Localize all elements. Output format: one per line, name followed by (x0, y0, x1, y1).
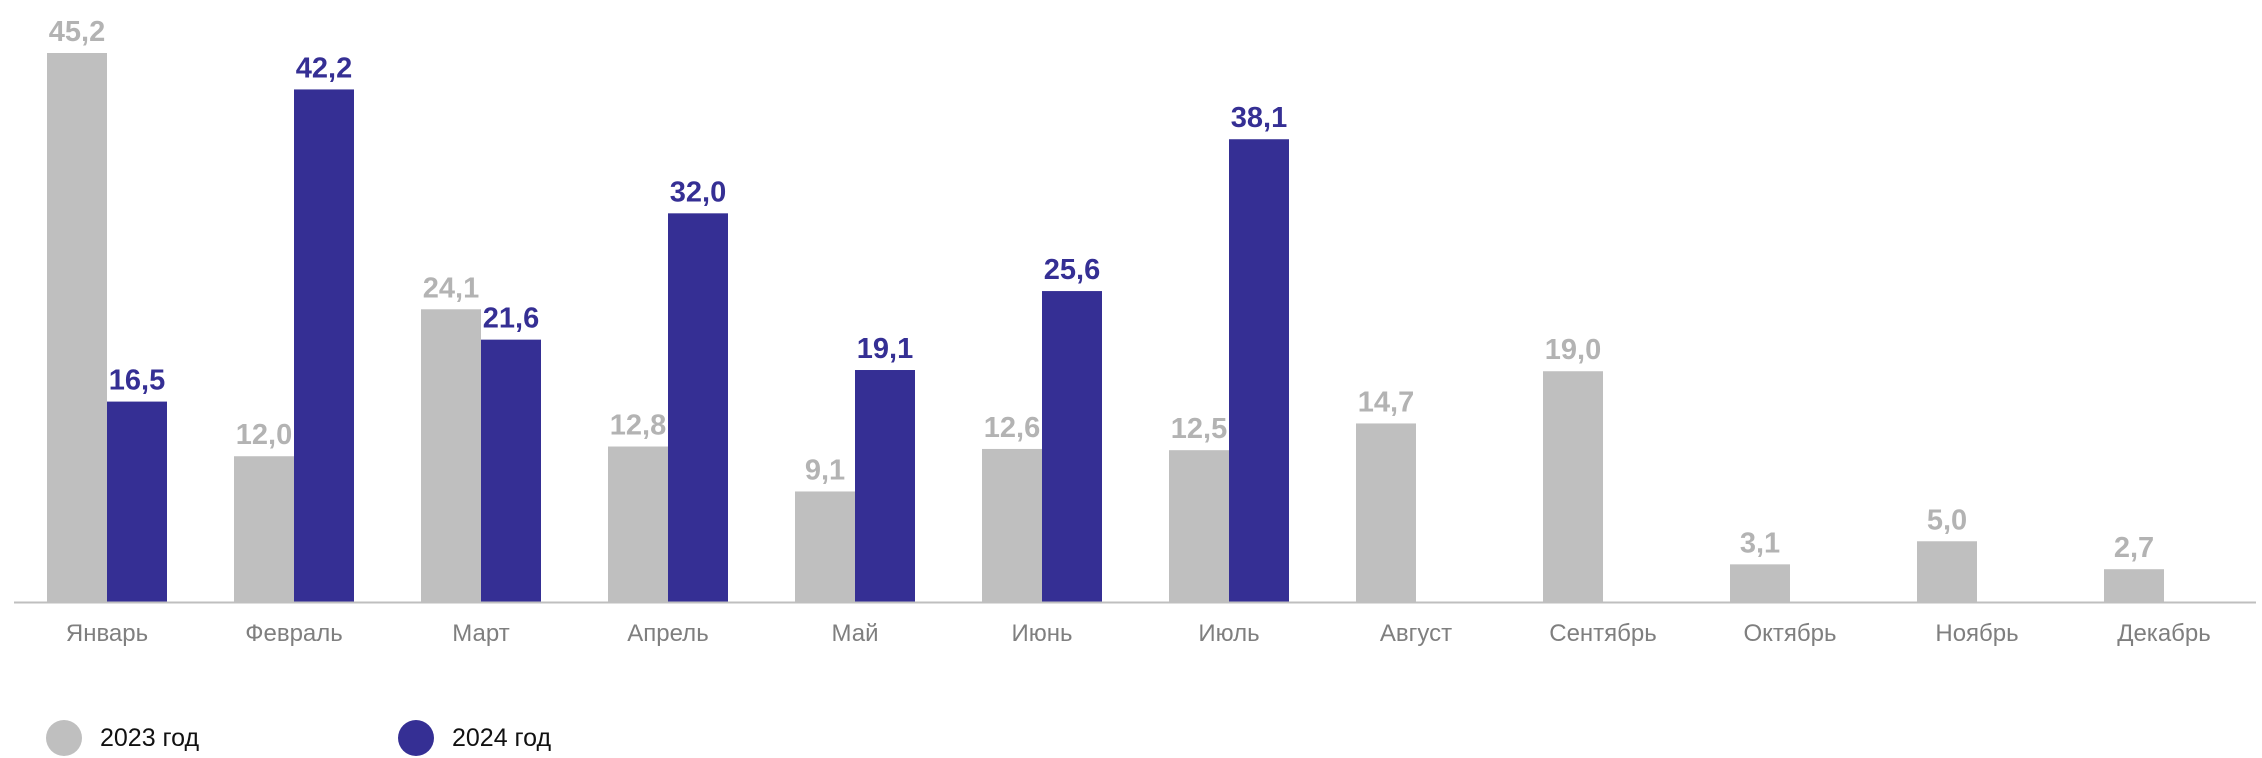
legend-swatch-2023 (46, 720, 82, 756)
bar-2023-10 (1730, 564, 1790, 602)
x-tick-label-10: Октябрь (1743, 620, 1836, 647)
bar-2023-9 (1543, 371, 1603, 602)
bar-2024-1 (107, 401, 167, 602)
data-label-2024-7: 38,1 (1231, 102, 1287, 134)
bar-2023-1 (47, 53, 107, 602)
legend-label-2024: 2024 год (452, 723, 552, 752)
data-label-2024-4: 32,0 (670, 176, 726, 208)
bar-2024-2 (294, 89, 354, 602)
x-tick-label-2: Февраль (245, 620, 343, 647)
bar-2024-4 (668, 213, 728, 602)
data-label-2023-5: 9,1 (805, 454, 845, 486)
x-tick-label-3: Март (452, 620, 509, 647)
data-label-2023-4: 12,8 (610, 410, 666, 442)
bar-2023-3 (421, 309, 481, 602)
x-tick-label-12: Декабрь (2117, 620, 2211, 647)
bar-2024-6 (1042, 291, 1102, 602)
data-label-2023-9: 19,0 (1545, 334, 1601, 366)
bar-chart: 45,2 16,5 Январь 12,0 42,2 Февраль 24,121,6 Мар… (14, 16, 2256, 647)
x-tick-label-1: Январь (66, 620, 148, 647)
data-label-2024-1: 16,5 (109, 365, 165, 397)
data-label-2023-6: 12,6 (984, 412, 1040, 444)
bar-2023-4 (608, 446, 668, 602)
data-label-2024-2: 42,2 (296, 52, 352, 84)
x-tick-label-7: Июль (1198, 620, 1259, 647)
legend-item-2024: 2024 год (398, 720, 551, 756)
data-label-2023-12: 2,7 (2114, 532, 2154, 564)
x-tick-label-4: Апрель (627, 620, 708, 647)
x-tick-label-5: Май (831, 620, 878, 647)
legend: 2023 год 2024 год (0, 718, 2262, 758)
data-label-2024-3: 21,6 (483, 303, 539, 335)
data-label-2023-2: 12,0 (236, 419, 292, 451)
data-label-2023-11: 5,0 (1927, 504, 1967, 536)
bar-2023-12 (2104, 569, 2164, 602)
bar-2023-2 (234, 456, 294, 602)
bar-2023-7 (1169, 450, 1229, 602)
legend-item-2023: 2023 год (46, 720, 199, 756)
data-label-2024-6: 25,6 (1044, 254, 1100, 286)
x-tick-label-8: Август (1380, 620, 1452, 647)
data-label-2023-7: 12,5 (1171, 413, 1227, 445)
bar-2024-5 (855, 370, 915, 602)
legend-swatch-2024 (398, 720, 434, 756)
data-label-2023-1: 45,2 (49, 16, 105, 48)
bar-2024-7 (1229, 139, 1289, 602)
bar-2023-8 (1356, 423, 1416, 602)
bar-2023-11 (1917, 541, 1977, 602)
data-label-2023-10: 3,1 (1740, 527, 1780, 559)
x-tick-label-11: Ноябрь (1935, 620, 2018, 647)
data-label-2024-5: 19,1 (857, 333, 913, 365)
x-tick-label-6: Июнь (1011, 620, 1072, 647)
legend-label-2023: 2023 год (100, 723, 200, 752)
bar-2024-3 (481, 339, 541, 602)
data-label-2023-8: 14,7 (1358, 386, 1414, 418)
x-tick-label-9: Сентябрь (1549, 620, 1657, 647)
bar-2023-6 (982, 448, 1042, 602)
bar-2023-5 (795, 491, 855, 602)
data-label-2023-3: 24,1 (423, 272, 479, 304)
